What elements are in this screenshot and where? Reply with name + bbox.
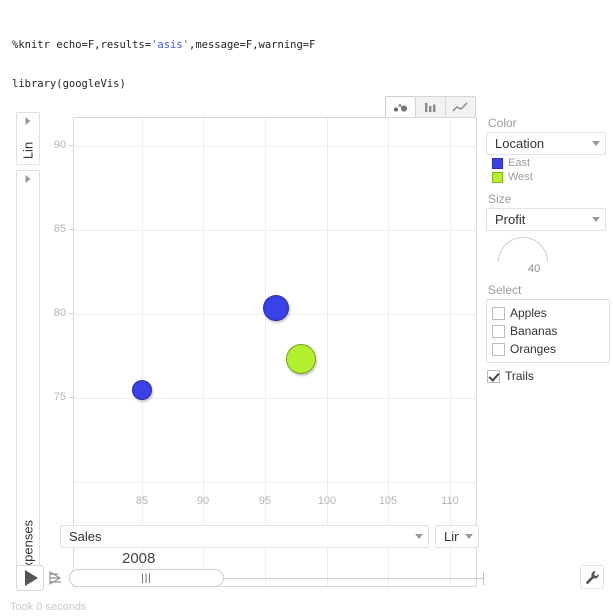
line-chart-icon — [452, 102, 468, 112]
x-axis-controls: Sales Lin — [60, 525, 479, 548]
data-bubble-apples[interactable] — [286, 344, 316, 374]
timeline-track[interactable] — [69, 578, 483, 579]
status-text: Took 0 seconds — [10, 601, 87, 613]
y-tick-mark — [69, 313, 73, 314]
size-variable-selector[interactable]: Profit — [486, 208, 606, 231]
x-tick-label: 110 — [441, 495, 459, 507]
y-tick-label: 80 — [53, 307, 66, 319]
bar-chart-tab[interactable] — [415, 96, 446, 118]
legend-label-east: East — [508, 157, 531, 169]
chart-settings-panel: Color Location East West Size Profit 40 … — [486, 116, 610, 385]
plot-area[interactable] — [73, 117, 477, 587]
chevron-down-icon — [415, 534, 423, 539]
chart-type-tabs — [385, 96, 476, 118]
play-button[interactable] — [16, 565, 44, 591]
gridline — [74, 146, 476, 147]
chevron-down-icon — [592, 217, 600, 222]
playback-speed-icon — [49, 570, 62, 586]
select-item-bananas[interactable]: Bananas — [492, 322, 604, 340]
bubble-chart-tab[interactable] — [385, 96, 416, 118]
x-axis-ticks: 85 90 95 100 105 110 — [73, 495, 477, 511]
legend-item-west[interactable]: West — [492, 171, 610, 183]
gridline — [74, 230, 476, 231]
select-label-apples: Apples — [510, 306, 547, 320]
select-section-heading: Select — [488, 283, 522, 297]
x-axis-scale-label: Lin — [444, 529, 459, 544]
gridline — [388, 118, 389, 586]
gridline — [265, 118, 266, 586]
select-item-apples[interactable]: Apples — [492, 304, 604, 322]
color-variable-label: Location — [495, 136, 545, 151]
checkbox-oranges[interactable] — [492, 342, 505, 356]
legend-swatch-east — [492, 157, 503, 169]
checkbox-bananas[interactable] — [492, 324, 505, 338]
chevron-down-icon — [465, 534, 473, 539]
select-label-bananas: Bananas — [510, 324, 558, 338]
gridline — [74, 482, 476, 483]
gridline — [450, 118, 451, 586]
bubble-chart-icon — [394, 103, 408, 112]
gridline — [74, 398, 476, 399]
trails-toggle[interactable]: Trails — [487, 367, 610, 385]
checkbox-apples[interactable] — [492, 306, 505, 320]
y-tick-mark — [69, 145, 73, 146]
play-icon — [25, 570, 38, 586]
timeline-handle[interactable]: ||| — [69, 569, 224, 587]
y-axis-scale-selector[interactable]: Lin — [16, 112, 40, 165]
data-bubble-bananas[interactable] — [263, 295, 289, 321]
current-year-label: 2008 — [122, 550, 156, 567]
x-axis-variable-selector[interactable]: Sales — [60, 525, 429, 548]
code-line: %knitr echo=F,results='asis',message=F,w… — [12, 39, 316, 51]
color-variable-selector[interactable]: Location — [486, 132, 606, 155]
settings-button[interactable] — [580, 565, 604, 589]
size-section-heading: Size — [488, 192, 512, 206]
code-line: library(googleVis) — [12, 78, 126, 90]
gridline — [203, 118, 204, 586]
speed-button[interactable] — [48, 568, 66, 588]
wrench-icon — [585, 570, 599, 584]
color-legend: East West — [486, 157, 610, 183]
playback-controls: 2008 ||| — [16, 550, 604, 595]
entity-select-list: Apples Bananas Oranges — [486, 299, 610, 363]
legend-swatch-west — [492, 171, 503, 183]
y-tick-label: 90 — [53, 139, 66, 151]
y-axis-variable-selector[interactable]: Expenses — [16, 170, 40, 587]
legend-item-east[interactable]: East — [492, 157, 610, 169]
x-tick-label: 85 — [135, 495, 149, 507]
x-tick-label: 100 — [317, 495, 337, 507]
bar-chart-icon — [425, 103, 436, 112]
data-bubble-oranges[interactable] — [132, 380, 152, 400]
chevron-right-icon — [25, 117, 31, 125]
size-gauge-arc — [498, 237, 548, 262]
x-axis-variable-label: Sales — [69, 529, 102, 544]
y-tick-mark — [69, 229, 73, 230]
timeline-end-tick — [483, 572, 484, 585]
size-gauge[interactable]: 40 — [486, 235, 610, 281]
select-item-oranges[interactable]: Oranges — [492, 340, 604, 358]
chevron-right-icon — [25, 175, 31, 183]
gridline — [327, 118, 328, 586]
x-tick-label: 90 — [196, 495, 210, 507]
motion-chart: Lin Expenses 90 85 80 75 85 90 — [0, 92, 613, 597]
y-tick-mark — [69, 397, 73, 398]
color-section-heading: Color — [488, 116, 517, 130]
y-tick-label: 85 — [53, 223, 66, 235]
x-tick-label: 105 — [378, 495, 398, 507]
x-tick-label: 95 — [258, 495, 272, 507]
x-axis-scale-selector[interactable]: Lin — [435, 525, 479, 548]
size-gauge-value: 40 — [528, 263, 541, 275]
gridline — [142, 118, 143, 586]
checkbox-trails[interactable] — [487, 369, 500, 383]
legend-label-west: West — [508, 171, 533, 183]
select-label-oranges: Oranges — [510, 342, 557, 356]
chevron-down-icon — [592, 141, 600, 146]
y-tick-label: 75 — [53, 391, 66, 403]
size-variable-label: Profit — [495, 212, 526, 227]
line-chart-tab[interactable] — [445, 96, 476, 118]
trails-label: Trails — [505, 369, 534, 383]
